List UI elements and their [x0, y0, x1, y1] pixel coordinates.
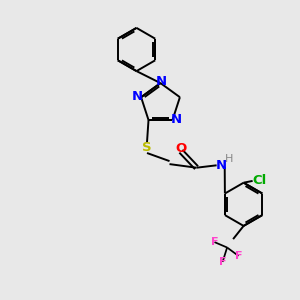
Text: F: F — [219, 257, 226, 267]
Text: F: F — [235, 251, 242, 261]
Text: F: F — [211, 237, 218, 247]
Text: S: S — [142, 141, 152, 154]
Text: Cl: Cl — [252, 174, 266, 187]
Text: O: O — [175, 142, 187, 155]
Text: N: N — [155, 75, 167, 88]
Text: H: H — [224, 154, 233, 164]
Text: N: N — [171, 112, 182, 126]
Text: N: N — [131, 90, 142, 103]
Text: N: N — [215, 159, 227, 172]
